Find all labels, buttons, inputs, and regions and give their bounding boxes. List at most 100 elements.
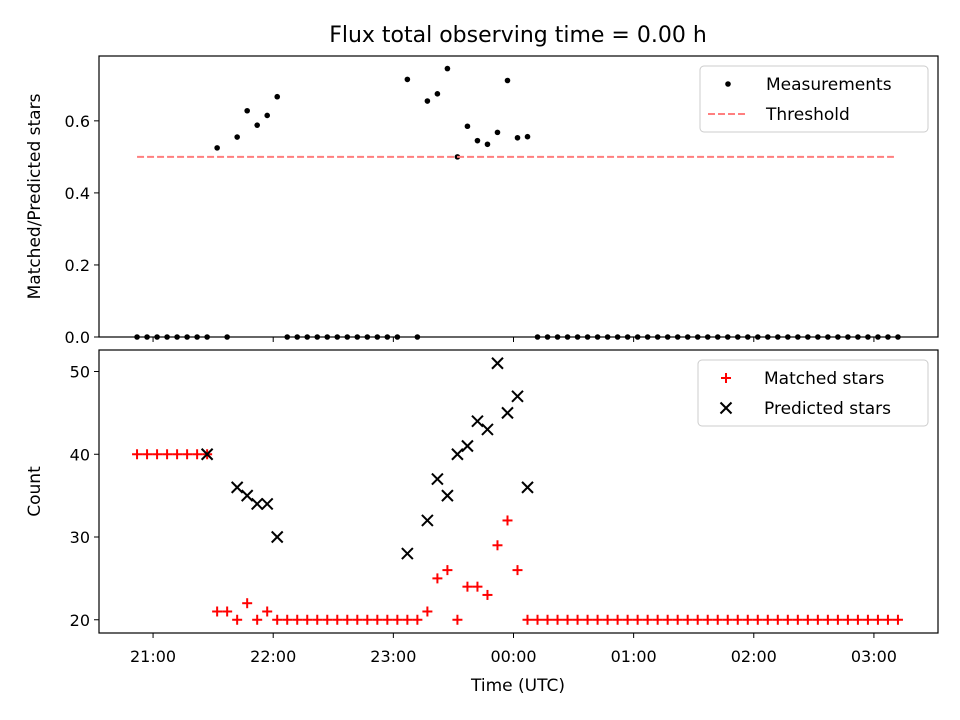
matched-point [762,614,773,625]
axes-frame [98,349,939,634]
matched-point [802,614,813,625]
matched-point [562,614,573,625]
matched-point [452,614,463,625]
measurement-point [434,91,441,97]
measurement-point [865,334,871,340]
measurement-point [885,334,891,340]
matched-point [302,614,313,625]
matched-point [292,614,303,625]
matched-point [792,614,803,625]
measurement-point [464,123,471,130]
y-tick-label: 0.2 [65,256,90,275]
measurement-point [534,334,541,340]
matched-point [472,581,483,592]
matched-point [752,614,763,625]
matched-point [282,614,293,625]
measurement-point [324,334,331,340]
predicted-point [240,489,254,502]
measurement-point [194,334,200,340]
matched-point [632,614,643,625]
matched-point [262,606,273,617]
y-tick-label: 0.4 [65,184,90,203]
legend-marker [725,81,731,87]
legend: Measurements Threshold [699,65,929,133]
predicted-point [431,472,444,486]
x-axis-label: Time (UTC) [470,676,565,696]
matched-point [372,614,383,625]
matched-point [512,565,523,576]
matched-point [592,614,603,625]
matched-point [862,614,873,625]
measurement-point [684,334,691,340]
measurement-point [294,334,301,340]
x-tick-label: 23:00 [370,647,416,666]
predicted-point [441,489,454,502]
measurement-point [284,334,291,340]
measurement-point [484,141,491,148]
matched-point [502,515,513,526]
measurement-point [504,77,511,84]
matched-point [322,614,333,625]
measurement-point [134,334,140,340]
measurement-point [654,334,661,340]
y-tick-label: 40 [70,445,90,464]
legend-marker [719,401,733,415]
measurement-point [614,334,621,340]
measurement-point [815,334,821,340]
matched-point [672,614,683,625]
matched-point [222,606,233,617]
measurement-point [144,334,150,340]
axes-frame [98,55,939,338]
measurement-point [875,334,881,340]
y-tick-label: 20 [70,611,90,630]
matched-point [612,614,623,625]
legend: Matched stars Predicted stars [697,359,929,427]
matched-point [532,614,543,625]
measurement-point [314,334,321,340]
matched-point [212,606,223,617]
measurement-point [214,145,220,151]
matched-point [432,573,443,584]
matched-point [552,614,563,625]
matched-point [582,614,593,625]
matched-point [882,614,893,625]
x-tick-label: 03:00 [851,647,897,666]
matched-point [182,449,193,460]
matched-point [412,614,423,625]
measurement-point [634,334,641,340]
measurement-point [234,134,240,140]
matched-point [382,614,393,625]
measurement-point [845,334,851,340]
matched-point [722,614,733,625]
measurement-point [734,334,741,340]
measurement-point [164,334,170,340]
measurement-point [835,334,841,340]
measurement-point [574,334,581,340]
matched-point [242,598,253,609]
legend-label: Threshold [765,105,850,125]
measurement-point [204,334,210,340]
x-tick-label: 21:00 [130,647,176,666]
measurement-point [244,107,250,114]
measurement-point [805,334,811,340]
legend-label: Measurements [766,75,892,95]
matched-point [492,540,503,551]
matched-point [602,614,613,625]
matched-point [392,614,403,625]
matched-point [662,614,673,625]
measurement-point [174,334,180,340]
matched-point [402,614,413,625]
matched-point [442,565,453,576]
x-tick-label: 22:00 [250,647,296,666]
measurement-point [224,334,230,340]
measurement-point [384,334,391,340]
matched-point [712,614,723,625]
matched-point [542,614,553,625]
measurement-point [274,93,281,100]
measurement-point [494,129,501,136]
predicted-point [511,390,524,403]
legend-marker [721,373,731,383]
measurement-point [584,334,591,340]
measurement-point [775,334,781,340]
measurement-point [404,76,411,83]
